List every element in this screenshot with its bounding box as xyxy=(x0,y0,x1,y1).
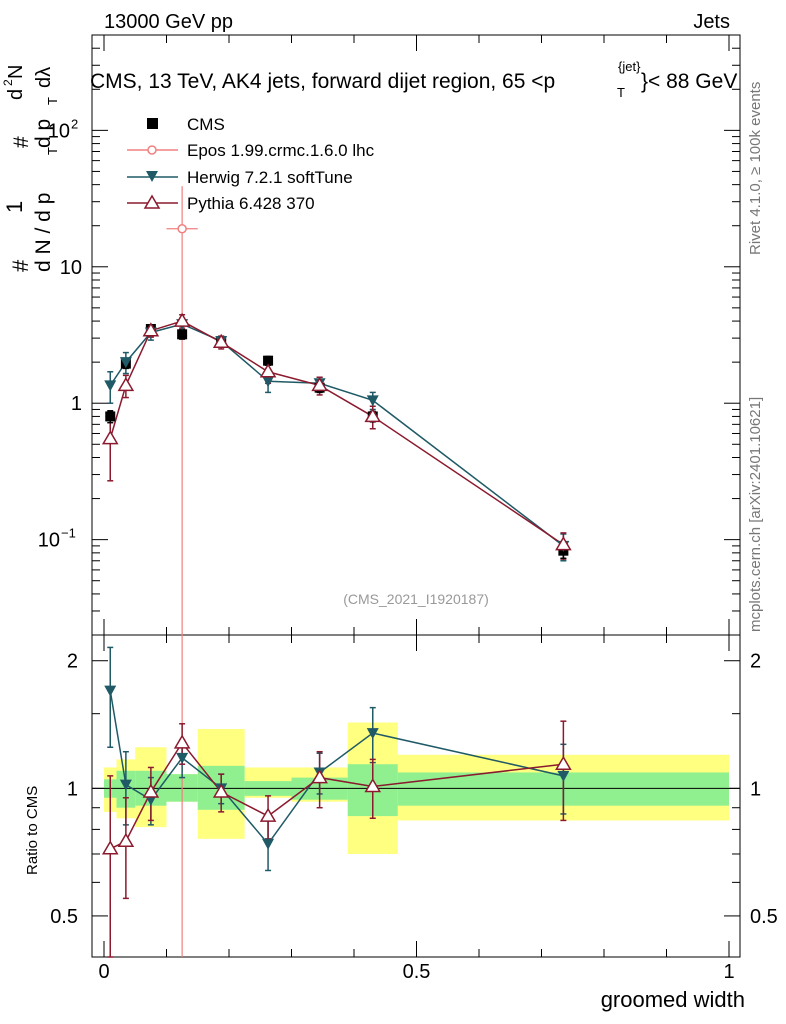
title-end: }< 88 GeV xyxy=(641,70,737,93)
pythia-ratio-point xyxy=(364,778,382,793)
legend-label-herwig: Herwig 7.2.1 softTune xyxy=(187,168,353,187)
ylabel-d: d xyxy=(5,89,27,100)
pythia-point xyxy=(173,312,191,327)
data-layer xyxy=(101,186,572,958)
legend-label-pythia: Pythia 6.428 370 xyxy=(187,194,315,213)
ratio-y-tick-label-right: 2 xyxy=(750,651,761,673)
pythia-point xyxy=(101,430,119,445)
y-axis-label-ratio: Ratio to CMS xyxy=(24,786,41,875)
y-tick-label-exponent: 2 xyxy=(71,116,78,131)
ratio-y-tick-label: 0.5 xyxy=(50,906,78,928)
ratio-y-tick-label-right: 1 xyxy=(750,778,761,800)
ylabel-den1: d N / d p xyxy=(32,193,55,272)
plot-title: CMS, 13 TeV, AK4 jets, forward dijet reg… xyxy=(90,59,737,100)
legend-entry-cms: CMS xyxy=(147,115,225,134)
header-right: Jets xyxy=(693,11,730,33)
rivet-label: Rivet 4.1.0, ≥ 100k events xyxy=(747,82,764,255)
herwig-point xyxy=(104,380,117,392)
ratio-y-tick-label-right: 0.5 xyxy=(750,906,778,928)
y-tick-label: 10 xyxy=(48,120,70,142)
y-tick-label: 10 xyxy=(60,257,82,279)
legend-marker-cms xyxy=(147,118,158,129)
legend-entry-epos: Epos 1.99.crmc.1.6.0 lhc xyxy=(127,141,375,160)
cms-data-point xyxy=(263,355,274,366)
legend: CMS Epos 1.99.crmc.1.6.0 lhc Herwig 7.2.… xyxy=(127,115,375,213)
analysis-watermark: (CMS_2021_I1920187) xyxy=(343,591,489,607)
legend-marker-epos xyxy=(147,145,157,155)
pythia-ratio-point xyxy=(555,755,572,770)
ylabel-hash2: # xyxy=(10,136,33,148)
herwig-ratio-point xyxy=(366,728,379,740)
pythia-ratio-point xyxy=(259,807,277,822)
herwig-ratio-point xyxy=(557,770,570,782)
legend-entry-herwig: Herwig 7.2.1 softTune xyxy=(127,168,353,187)
herwig-ratio-point xyxy=(119,779,132,791)
y-tick-label: 1 xyxy=(71,393,82,415)
pythia-ratio-point xyxy=(142,783,160,798)
ylabel-dlambda: dλ xyxy=(33,67,55,88)
mcplots-label: mcplots.cern.ch [arXiv:2401.10621] xyxy=(747,397,764,632)
header-left: 13000 GeV pp xyxy=(104,11,233,33)
ylabel-n: N xyxy=(5,65,27,79)
pythia-point xyxy=(555,536,572,551)
x-axis-label: groomed width xyxy=(601,987,745,1012)
y-axis-label-main: # 1 d N / d p T # d p T dλ d 2 N xyxy=(1,65,60,272)
x-tick-label: 1 xyxy=(723,961,734,983)
y-tick-label-exponent: −1 xyxy=(61,526,76,541)
pythia-ratio-point xyxy=(117,832,135,848)
ylabel-num1: 1 xyxy=(2,201,27,213)
pythia-ratio-point xyxy=(311,769,328,784)
legend-label-epos: Epos 1.99.crmc.1.6.0 lhc xyxy=(187,141,375,160)
pythia-point xyxy=(364,407,382,423)
pythia-point xyxy=(259,363,277,378)
pythia-ratio-point xyxy=(173,734,191,749)
legend-marker-pythia xyxy=(143,194,161,209)
pythia-ratio-point xyxy=(101,840,119,855)
herwig-ratio-point xyxy=(104,685,117,697)
ratio-y-tick-label: 2 xyxy=(67,651,78,673)
legend-entry-pythia: Pythia 6.428 370 xyxy=(127,194,315,213)
ylabel-sub-t1: T xyxy=(45,147,60,155)
herwig-line xyxy=(109,323,564,547)
pythia-ratio-point xyxy=(212,783,230,798)
herwig-ratio-point xyxy=(176,752,189,764)
herwig-ratio-point xyxy=(262,838,275,850)
legend-label-cms: CMS xyxy=(187,115,225,134)
herwig-point xyxy=(366,395,379,407)
ylabel-den2: d p xyxy=(32,119,55,148)
ylabel-hash1: # xyxy=(8,259,33,272)
pythia-point xyxy=(142,322,160,337)
title-sub: T xyxy=(617,85,625,100)
pythia-point xyxy=(212,333,230,348)
epos-point xyxy=(177,224,187,234)
ratio-y-tick-label: 1 xyxy=(67,778,78,800)
title-sup: {jet} xyxy=(618,59,641,74)
pythia-line xyxy=(109,320,564,546)
pythia-point xyxy=(311,376,328,392)
title-main: CMS, 13 TeV, AK4 jets, forward dijet reg… xyxy=(90,70,555,93)
cms-data-point xyxy=(105,411,116,422)
x-tick-label: 0.5 xyxy=(403,961,431,983)
x-tick-label: 0 xyxy=(98,961,109,983)
cms-data-point xyxy=(177,329,188,340)
ylabel-sup2: 2 xyxy=(1,79,15,86)
y-tick-label: 10 xyxy=(38,530,60,552)
legend-marker-herwig xyxy=(146,171,158,182)
herwig-point xyxy=(119,357,132,369)
pythia-point xyxy=(117,376,135,392)
ylabel-sub-t2: T xyxy=(45,97,60,105)
herwig-point xyxy=(262,376,275,388)
